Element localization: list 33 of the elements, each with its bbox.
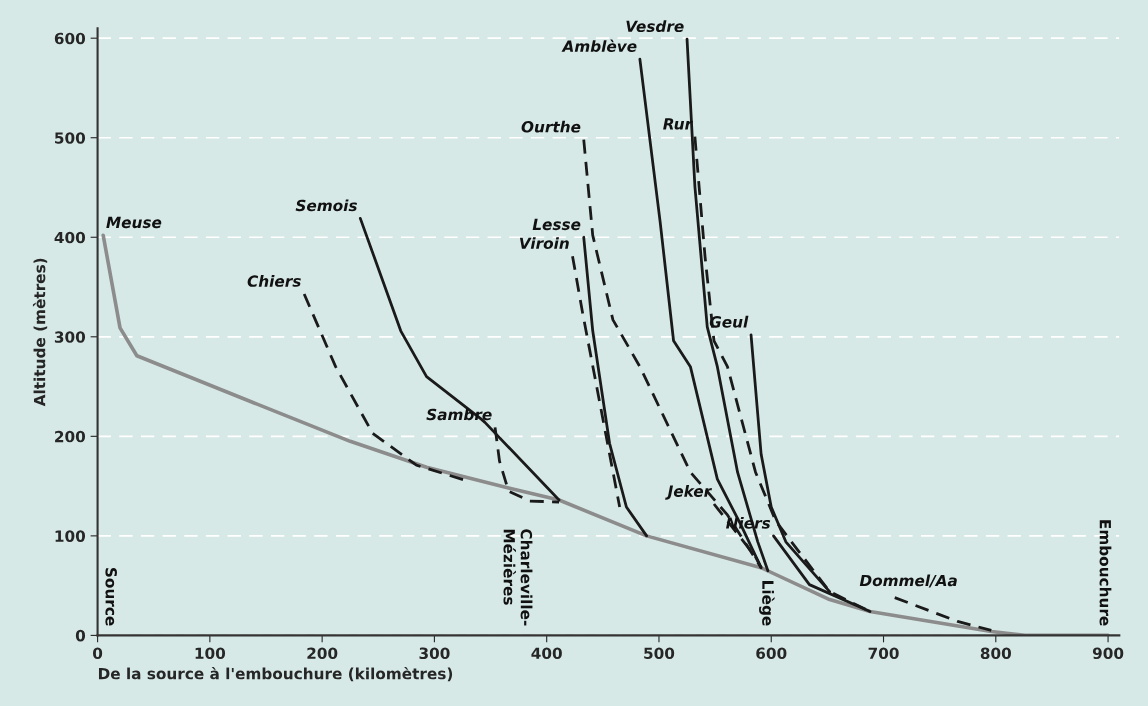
x-tick-label: 700 [868, 647, 899, 660]
annotation: Charleville- Mézières [503, 529, 533, 626]
y-tick-label: 500 [55, 132, 86, 144]
series-label: Semois [295, 199, 357, 212]
x-tick-label: 0 [93, 647, 103, 660]
x-tick-label: 900 [1092, 647, 1124, 660]
series-label: Ourthe [521, 120, 581, 133]
y-tick-label: 600 [54, 32, 86, 45]
series-label: Lesse [532, 218, 581, 231]
x-tick-label: 200 [307, 647, 338, 660]
annotation: Liège [759, 581, 775, 626]
series-label: Vesdre [626, 20, 684, 33]
y-axis-title: Altitude (mètres) [32, 258, 48, 407]
series-label: Chiers [247, 275, 301, 287]
x-tick-label: 500 [644, 647, 675, 660]
x-tick-label: 600 [756, 647, 787, 660]
y-tick-label: 400 [54, 231, 86, 244]
series-label: Jeker [665, 485, 712, 500]
series-label: Meuse [106, 216, 162, 229]
x-tick-label: 300 [419, 647, 450, 660]
series-label: Viroin [519, 237, 569, 250]
series-label: Dommel/Aa [859, 574, 957, 588]
x-tick-label: 400 [531, 647, 562, 660]
x-tick-label: 100 [195, 647, 226, 660]
y-tick-label: 200 [55, 430, 86, 443]
y-tick-label: 100 [55, 530, 86, 542]
y-tick-label: 300 [54, 331, 86, 343]
annotation: Embouchure [1099, 520, 1112, 626]
x-axis-title: De la source à l'embouchure (kilomètres) [98, 666, 453, 682]
series-label: Amblève [561, 39, 637, 52]
annotation: Source [105, 568, 117, 626]
x-tick-label: 800 [980, 647, 1012, 660]
y-tick-label: 0 [75, 629, 86, 642]
